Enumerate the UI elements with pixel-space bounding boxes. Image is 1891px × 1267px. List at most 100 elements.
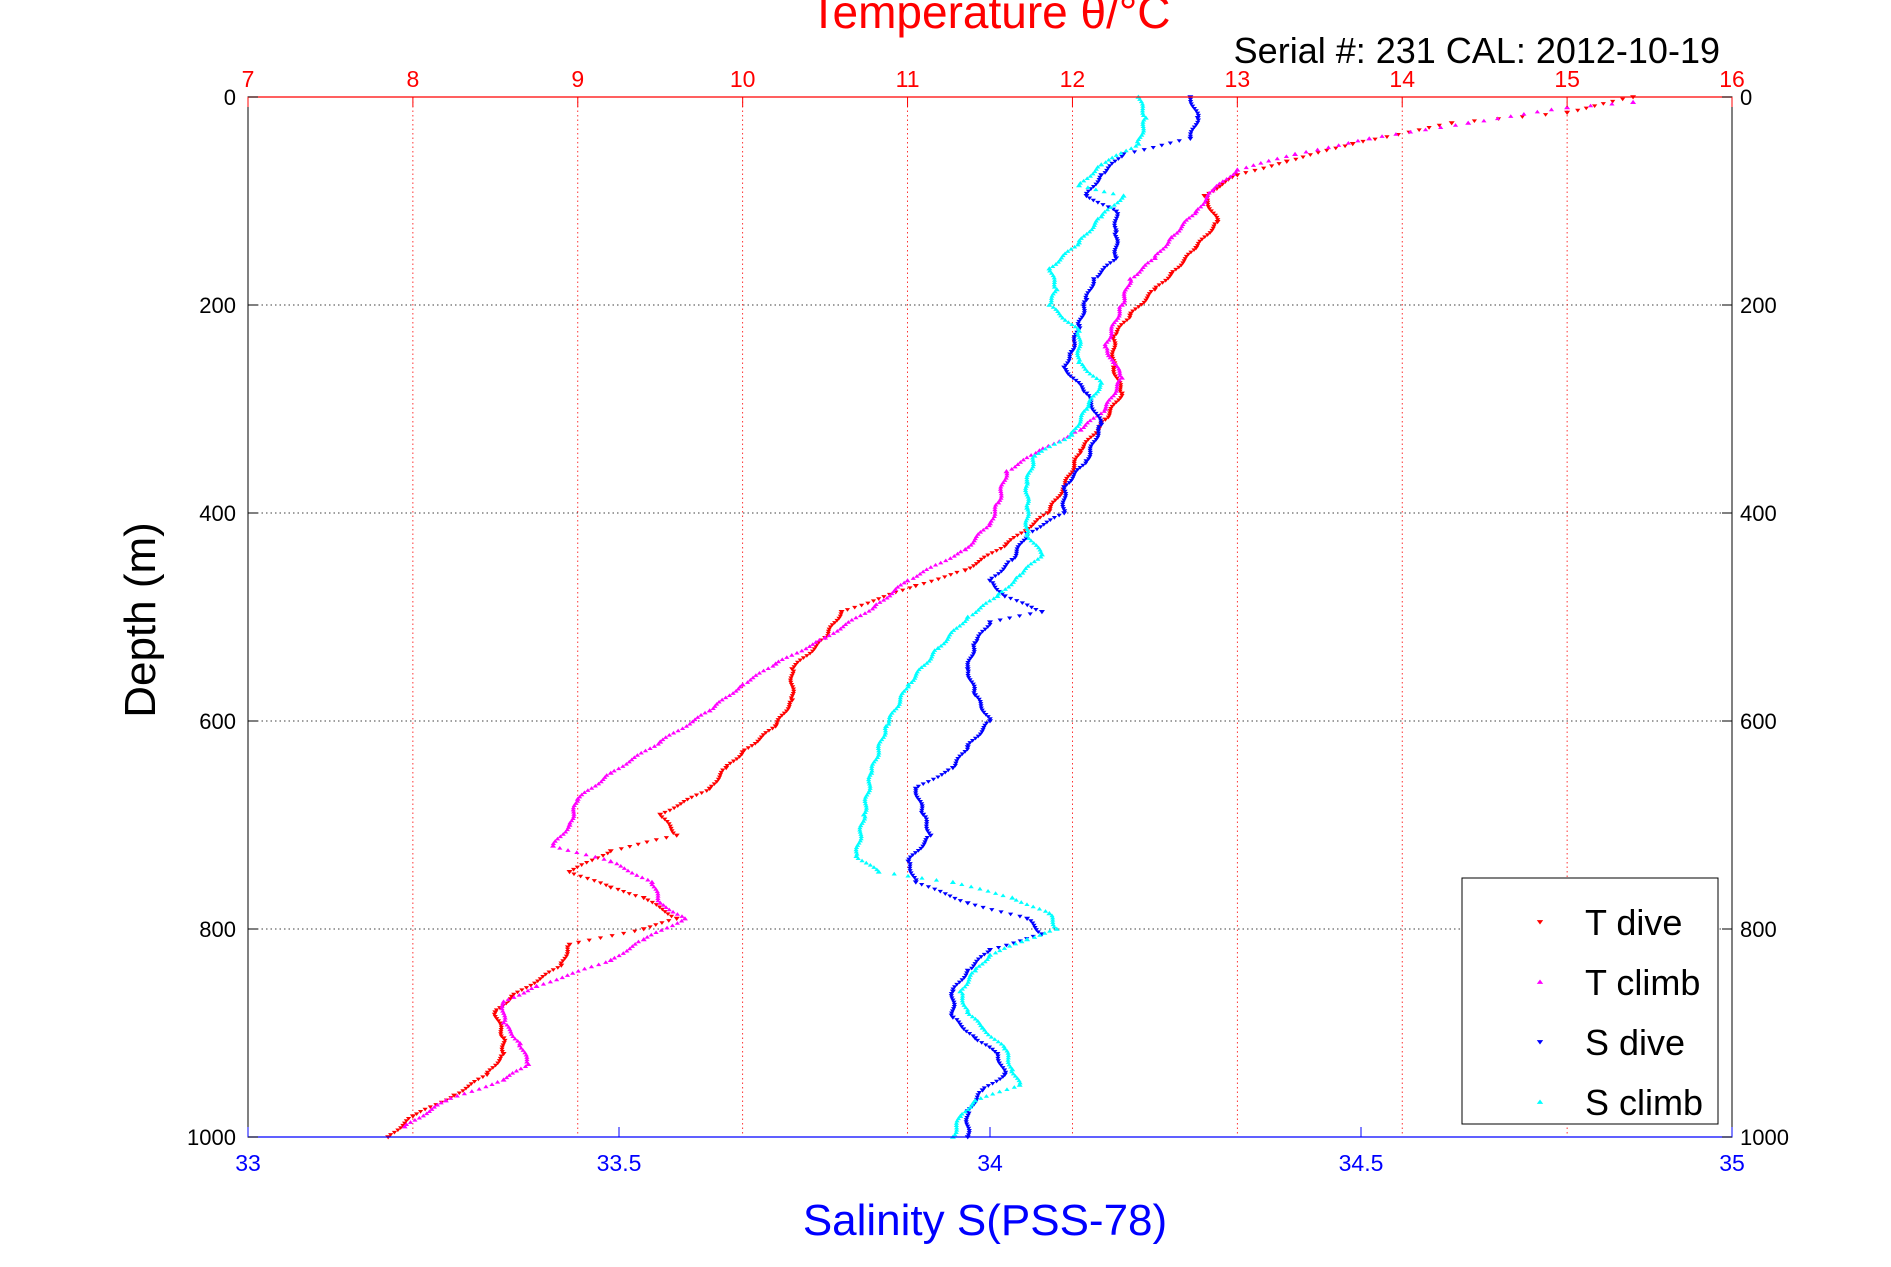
data-point (1117, 198, 1123, 202)
data-point (966, 1111, 972, 1116)
data-point (1148, 290, 1154, 294)
data-point (512, 1036, 518, 1041)
data-point (500, 1020, 507, 1025)
data-point (1116, 325, 1123, 330)
data-point (920, 782, 926, 787)
data-point (1074, 468, 1081, 472)
data-point (937, 889, 943, 894)
data-point (1042, 909, 1049, 913)
data-point (1187, 132, 1194, 137)
data-point (982, 723, 988, 728)
data-point (1107, 411, 1113, 415)
data-point (775, 659, 782, 664)
data-point (463, 1086, 469, 1091)
data-point (1063, 368, 1069, 372)
data-point (866, 775, 872, 779)
data-point (1074, 331, 1081, 335)
data-point (592, 854, 598, 859)
data-point (502, 1018, 508, 1022)
data-point (1564, 110, 1571, 115)
data-point (869, 768, 875, 773)
data-point (584, 876, 591, 881)
data-point (977, 529, 984, 534)
data-point (651, 884, 657, 889)
data-point (1062, 496, 1068, 500)
data-point (876, 750, 882, 755)
data-point (1026, 497, 1032, 501)
data-point (566, 870, 573, 875)
data-point (1349, 142, 1356, 147)
data-point (1044, 520, 1050, 525)
data-point (1037, 547, 1043, 552)
data-point (1211, 224, 1217, 229)
data-point (959, 993, 966, 998)
data-point (942, 575, 948, 579)
data-point (1283, 159, 1290, 164)
data-point (502, 1015, 508, 1020)
data-point (1076, 319, 1082, 324)
data-point (1115, 380, 1121, 384)
data-point (1076, 453, 1082, 457)
data-point (971, 650, 977, 654)
data-point (1093, 411, 1099, 416)
data-point (589, 858, 595, 863)
data-point (970, 643, 977, 648)
data-point (822, 635, 829, 640)
data-point (496, 1059, 503, 1063)
data-point (571, 812, 577, 816)
data-point (1081, 309, 1088, 313)
data-point (965, 743, 971, 747)
data-point (949, 996, 955, 1000)
data-point (956, 980, 963, 985)
data-point (788, 683, 795, 687)
data-point (962, 547, 969, 552)
data-point (975, 734, 981, 739)
data-point (1195, 113, 1202, 118)
data-point (1214, 220, 1221, 225)
data-point (401, 1124, 408, 1129)
data-point (774, 720, 780, 724)
data-point (774, 722, 780, 727)
data-point (552, 839, 558, 843)
data-point (906, 857, 912, 862)
data-point (554, 836, 561, 841)
data-point (1109, 357, 1115, 362)
data-point (1205, 200, 1211, 205)
data-point (1162, 244, 1169, 249)
data-point (574, 799, 581, 803)
data-point (1097, 175, 1103, 180)
data-point (1040, 513, 1047, 518)
data-point (985, 553, 991, 558)
data-point (905, 859, 912, 864)
data-point (571, 867, 577, 872)
data-point (1114, 243, 1120, 248)
data-point (669, 829, 675, 833)
data-point (1077, 342, 1084, 346)
data-point (1105, 415, 1111, 420)
data-point (920, 844, 926, 849)
data-point (424, 1111, 430, 1116)
data-point (726, 693, 733, 697)
data-point (416, 1115, 422, 1120)
y-tick-label-right: 400 (1740, 501, 1777, 526)
data-point (1134, 272, 1140, 276)
data-point (788, 680, 794, 685)
data-point (1065, 320, 1071, 324)
y-axis-label: Depth (m) (116, 522, 165, 718)
data-point (1041, 522, 1047, 527)
data-point (1098, 270, 1104, 275)
data-point (1122, 298, 1128, 303)
data-point (1052, 498, 1059, 503)
data-point (663, 735, 669, 739)
data-point (670, 909, 676, 914)
data-point (1071, 464, 1077, 468)
data-point (1051, 282, 1057, 287)
data-point (990, 1091, 996, 1096)
data-point (882, 728, 889, 733)
data-point (882, 726, 888, 730)
data-point (1058, 313, 1064, 318)
data-point (1022, 488, 1029, 493)
data-point (929, 652, 936, 657)
data-point (1081, 311, 1087, 315)
data-point (621, 866, 627, 870)
